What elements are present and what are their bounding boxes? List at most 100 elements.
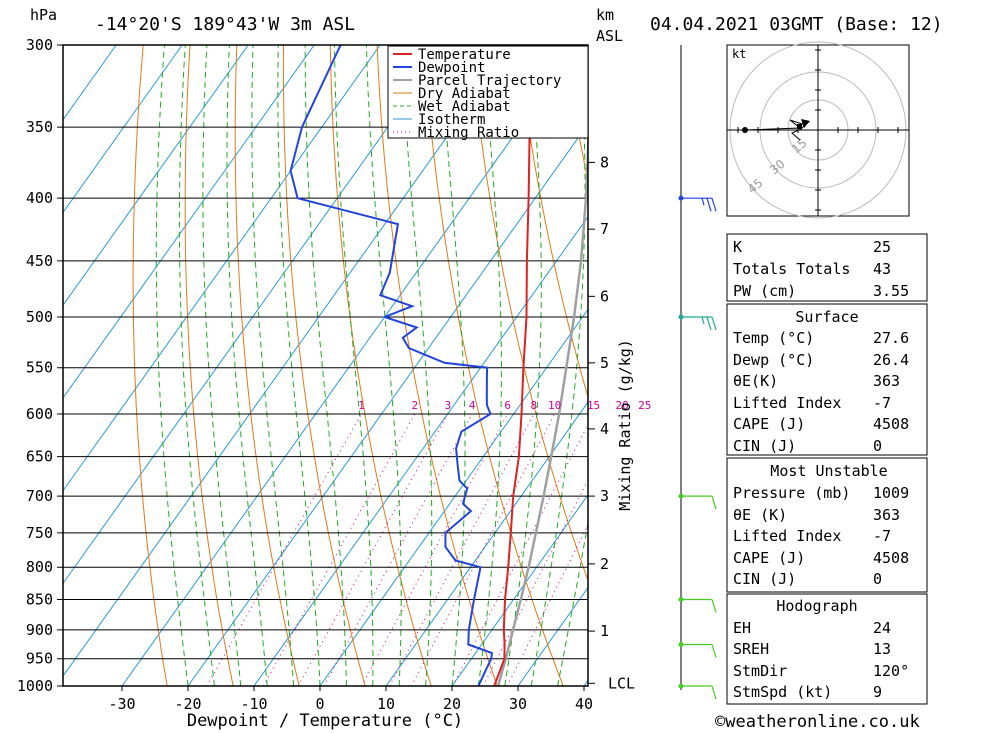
mu-li-value: -7 bbox=[873, 527, 891, 545]
pressure-lines bbox=[57, 44, 588, 687]
index-table: K 25 Totals Totals 43 PW (cm) 3.55 Surfa… bbox=[726, 233, 928, 705]
isotherm-line bbox=[63, 45, 513, 678]
isotherm-line bbox=[319, 308, 588, 686]
mu-cape-value: 4508 bbox=[873, 549, 909, 567]
stmdir-value: 120° bbox=[873, 662, 909, 680]
surface-temp-label: Temp (°C) bbox=[733, 329, 814, 347]
stmspd-label: StmSpd (kt) bbox=[733, 683, 832, 701]
skewt-plot: 1 2 3 4 6 8 10 15 20 25 3003504004505005506006507… bbox=[17, 36, 1000, 713]
legend: Temperature Dewpoint Parcel Trajectory D… bbox=[387, 45, 589, 141]
mixing-ratio-label: 1 bbox=[358, 399, 365, 412]
wind-barb bbox=[678, 683, 717, 700]
height-tick-label: 7 bbox=[600, 220, 609, 238]
mu-cin-value: 0 bbox=[873, 570, 882, 588]
dry-adiabat-line bbox=[132, 45, 168, 686]
stmspd-value: 9 bbox=[873, 683, 882, 701]
mixing-ratio-line bbox=[206, 413, 362, 686]
legend-temperature: Temperature bbox=[418, 47, 511, 63]
dry-adiabat-line bbox=[282, 45, 366, 686]
height-tick-label: 1 bbox=[600, 622, 609, 640]
pressure-tick-label: 850 bbox=[26, 590, 53, 608]
mixing-ratio-label: 20 bbox=[615, 399, 628, 412]
pressure-tick-label: 750 bbox=[26, 524, 53, 542]
height-tick-label: 2 bbox=[600, 555, 609, 573]
pressure-tick-label: 400 bbox=[26, 189, 53, 207]
stmdir-label: StmDir bbox=[733, 662, 787, 680]
surface-temp-value: 27.6 bbox=[873, 329, 909, 347]
wind-barb bbox=[678, 641, 717, 658]
mixing-ratio-label: 10 bbox=[548, 399, 561, 412]
pressure-tick-label: 500 bbox=[26, 308, 53, 326]
wet-adiabat-line bbox=[333, 45, 374, 686]
most-unstable-box bbox=[726, 457, 928, 593]
mean-wind-marker bbox=[797, 124, 802, 129]
height-tick-label: 3 bbox=[600, 487, 609, 505]
wind-barb-flag bbox=[711, 495, 717, 510]
surface-title: Surface bbox=[795, 308, 858, 326]
x-axis-label: Dewpoint / Temperature (°C) bbox=[187, 711, 463, 731]
indices-box bbox=[726, 233, 928, 302]
isotherm-line bbox=[187, 123, 588, 686]
temperature-tick-label: 20 bbox=[443, 695, 461, 713]
copyright[interactable]: ©weatheronline.co.uk bbox=[715, 712, 920, 732]
isotherm-line bbox=[63, 45, 117, 121]
temperature-tick-label: 10 bbox=[377, 695, 395, 713]
hodograph-unit: kt bbox=[732, 47, 746, 61]
wind-barb bbox=[678, 493, 717, 510]
mixing-ratio-label: 8 bbox=[531, 399, 538, 412]
surface-li-value: -7 bbox=[873, 394, 891, 412]
k-value: 25 bbox=[873, 238, 891, 256]
temperature-profile bbox=[493, 45, 533, 686]
wind-barb-flag bbox=[711, 599, 717, 613]
dry-adiabat-line bbox=[517, 45, 588, 399]
surface-cape-value: 4508 bbox=[873, 415, 909, 433]
mixing-ratio-label: 3 bbox=[445, 399, 452, 412]
legend-parcel: Parcel Trajectory bbox=[418, 73, 561, 89]
mu-cape-label: CAPE (J) bbox=[733, 549, 805, 567]
wind-barb-flag bbox=[711, 316, 717, 331]
height-tick-label: 6 bbox=[600, 287, 609, 305]
isotherm-line bbox=[385, 401, 588, 686]
mu-theta-value: 363 bbox=[873, 506, 900, 524]
height-tick-label: 4 bbox=[600, 420, 609, 438]
k-label: K bbox=[733, 238, 742, 256]
mu-pressure-label: Pressure (mb) bbox=[733, 484, 850, 502]
mixing-ratio-label: 6 bbox=[504, 399, 511, 412]
temperature-tick-label: -10 bbox=[240, 695, 267, 713]
mixing-ratio-axis-label: Mixing Ratio (g/kg) bbox=[616, 339, 634, 511]
dry-adiabat-line bbox=[184, 45, 234, 686]
legend-dewpoint: Dewpoint bbox=[418, 60, 485, 76]
pressure-tick-label: 900 bbox=[26, 621, 53, 639]
lcl-label: LCL bbox=[608, 674, 635, 692]
eh-label: EH bbox=[733, 619, 751, 637]
wind-barb-flag bbox=[706, 197, 712, 212]
datetime-title: 04.04.2021 03GMT (Base: 12) bbox=[650, 14, 943, 35]
legend-wet-adiabat: Wet Adiabat bbox=[418, 99, 511, 115]
temperature-tick-label: -30 bbox=[108, 695, 135, 713]
location-title: -14°20'S 189°43'W 3m ASL bbox=[95, 14, 355, 35]
surface-theta-value: 363 bbox=[873, 372, 900, 390]
wind-barb-flag bbox=[711, 685, 717, 700]
isotherm-line bbox=[451, 494, 588, 686]
mu-theta-label: θE (K) bbox=[733, 506, 787, 524]
pressure-tick-label: 350 bbox=[26, 118, 53, 136]
mu-pressure-value: 1009 bbox=[873, 484, 909, 502]
asl-label: ASL bbox=[596, 27, 623, 45]
surface-cin-label: CIN (J) bbox=[733, 437, 796, 455]
temperature-axis: -30 -20 -10 0 10 20 30 40 bbox=[108, 686, 593, 713]
sreh-value: 13 bbox=[873, 640, 891, 658]
hodograph-start-dot bbox=[742, 127, 748, 133]
mixing-ratio-label: 25 bbox=[638, 399, 651, 412]
wind-barb-flag bbox=[711, 644, 717, 658]
pressure-tick-label: 1000 bbox=[17, 677, 53, 695]
dry-adiabat-line bbox=[939, 45, 1000, 686]
height-axis: 8 7 6 5 4 3 2 1 LCL bbox=[588, 153, 635, 692]
mu-cin-label: CIN (J) bbox=[733, 570, 796, 588]
pw-value: 3.55 bbox=[873, 282, 909, 300]
height-tick-label: 5 bbox=[600, 354, 609, 372]
pressure-tick-label: 300 bbox=[26, 36, 53, 54]
pressure-axis: 300 350 400 450 500 550 600 650 700 750 800 850 900 9… bbox=[17, 36, 53, 695]
mixing-ratio-label: 15 bbox=[587, 399, 600, 412]
temperature-tick-label: 30 bbox=[509, 695, 527, 713]
dry-adiabat-line bbox=[234, 45, 300, 686]
